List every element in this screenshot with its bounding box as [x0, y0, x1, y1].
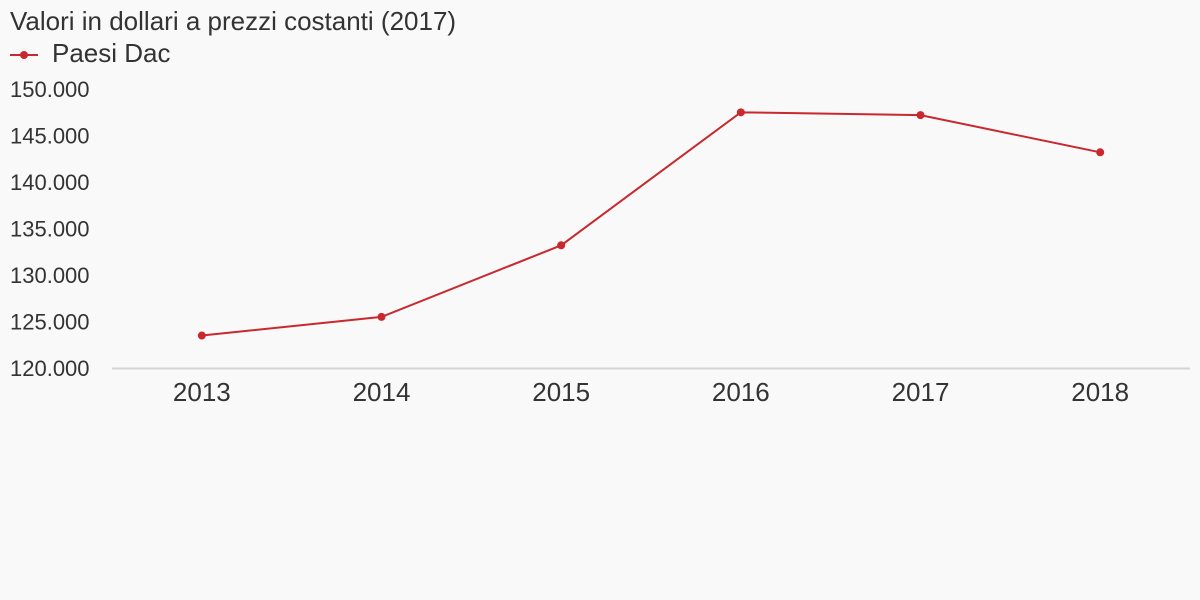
y-tick-label: 140.000 [10, 170, 90, 195]
y-tick-label: 135.000 [10, 216, 90, 241]
y-tick-label: 130.000 [10, 263, 90, 288]
x-tick-label: 2018 [1071, 377, 1129, 407]
chart-title: Valori in dollari a prezzi costanti (201… [10, 6, 456, 36]
y-tick-label: 145.000 [10, 123, 90, 148]
data-point [916, 111, 925, 120]
x-tick-label: 2017 [892, 377, 950, 407]
data-point [197, 331, 206, 340]
series-line [201, 111, 1101, 337]
x-tick-label: 2016 [712, 377, 770, 407]
data-point [1096, 148, 1105, 157]
data-point [557, 241, 566, 250]
y-tick-label: 120.000 [10, 356, 90, 381]
x-tick-label: 2013 [173, 377, 231, 407]
data-point [736, 108, 745, 117]
data-point [377, 312, 386, 321]
legend-marker [20, 51, 28, 59]
legend-label: Paesi Dac [52, 38, 171, 68]
x-tick-label: 2015 [532, 377, 590, 407]
y-tick-label: 125.000 [10, 309, 90, 334]
y-tick-label: 150.000 [10, 77, 90, 102]
x-tick-label: 2014 [353, 377, 411, 407]
